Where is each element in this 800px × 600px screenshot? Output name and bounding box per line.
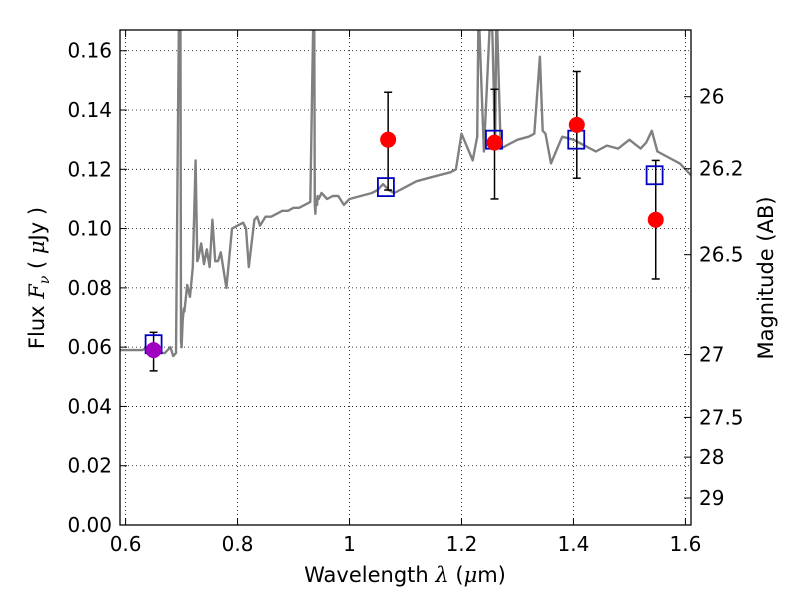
observed-flux-point [568, 116, 585, 133]
y-tick-label: 0.12 [67, 157, 112, 181]
axis-ticks [120, 30, 691, 526]
x-tick-label: 1.2 [446, 532, 478, 556]
y2-tick-label: 28 [699, 445, 724, 469]
y-tick-label: 0.08 [67, 276, 112, 300]
tick-labels: 0.6 0.8 1 1.2 1.4 1.6 0.00 0.02 0.04 0.06 0.08 0.10… [67, 39, 743, 556]
y2-axis-title: Magnitude (AB) [754, 196, 778, 359]
y-tick-label: 0.14 [67, 98, 112, 122]
y-tick-label: 0.00 [67, 513, 112, 537]
spectrum-line [120, 30, 691, 358]
x-tick-label: 1.4 [558, 532, 590, 556]
y2-tick-label: 26.2 [699, 157, 744, 181]
grid-lines [120, 30, 691, 526]
y-tick-label: 0.02 [67, 454, 112, 478]
x-tick-label: 1.6 [669, 532, 701, 556]
observed-flux-point [145, 342, 162, 359]
y2-tick-label: 27 [699, 343, 724, 367]
model-photometry-marker [377, 177, 395, 197]
plot-frame [119, 29, 692, 526]
y2-tick-label: 29 [699, 486, 724, 510]
observed-flux-point [486, 134, 503, 151]
observed-flux-point [380, 131, 397, 148]
y-tick-label: 0.16 [67, 39, 112, 63]
y2-tick-label: 26 [699, 85, 724, 109]
y-tick-label: 0.06 [67, 335, 112, 359]
plot-area [120, 30, 691, 372]
x-tick-label: 1 [343, 532, 356, 556]
y2-tick-label: 27.5 [699, 405, 744, 429]
y2-tick-label: 26.5 [699, 243, 744, 267]
x-tick-label: 0.8 [222, 532, 254, 556]
x-axis-title: Wavelength λ (μm) [304, 563, 506, 587]
x-tick-label: 0.6 [110, 532, 142, 556]
y-axis-title: Flux Fν ( μJy ) [25, 207, 53, 349]
observed-flux-point [647, 211, 664, 228]
y-tick-label: 0.04 [67, 394, 112, 418]
model-photometry-marker [645, 165, 664, 186]
y-tick-label: 0.10 [67, 217, 112, 241]
